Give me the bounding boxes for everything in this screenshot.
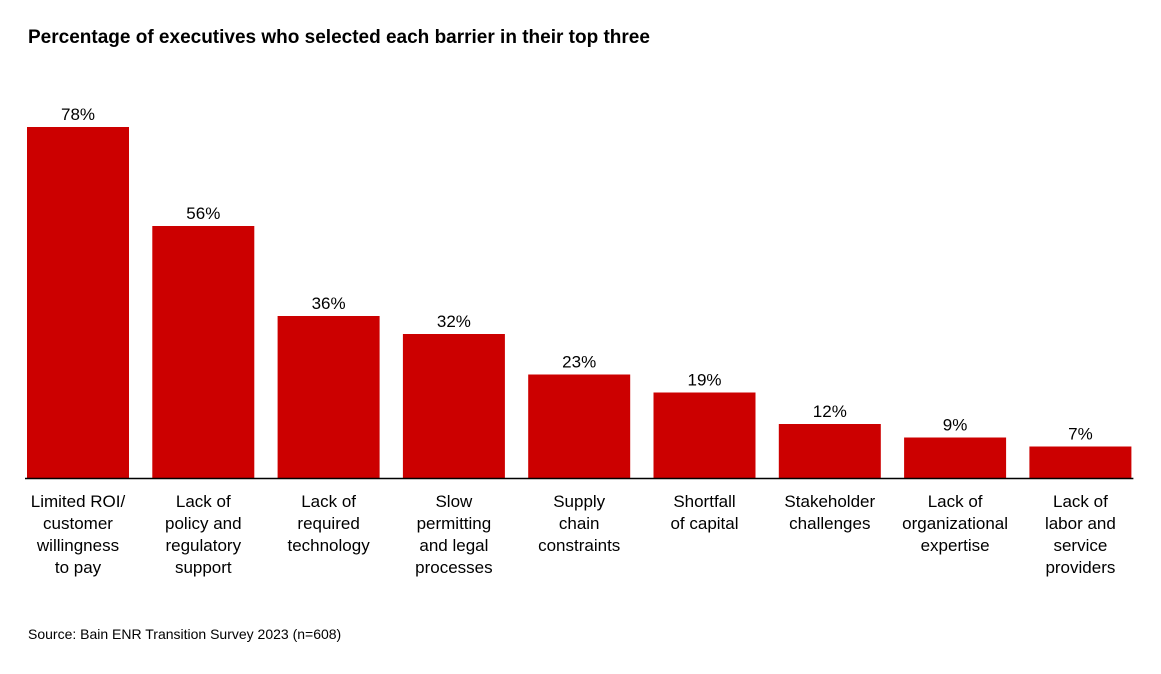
category-label-line: support [175,558,232,577]
category-label-line: permitting [417,514,492,533]
category-label-3: Lack of required technology [287,492,370,555]
category-label-line: Lack of [1053,492,1108,511]
category-label-line: Stakeholder [784,492,875,511]
bar-3 [277,316,380,478]
value-label-3: 36% [312,294,346,313]
category-label-line: Supply [553,492,605,511]
category-label-7: Stakeholder challenges [784,492,875,533]
category-label-line: providers [1045,558,1115,577]
category-label-line: required [297,514,359,533]
category-label-line: willingness [36,536,119,555]
category-label-line: Lack of [176,492,231,511]
value-label-2: 56% [186,204,220,223]
bar-2 [152,226,255,478]
category-label-line: service [1053,536,1107,555]
bar-1 [27,127,129,478]
category-labels-group: Limited ROI/customer willingness to pay Lac… [31,492,1116,577]
bar-7 [778,424,881,478]
bars-group [27,127,1132,478]
category-label-8: Lack of organizational expertise [902,492,1008,555]
value-label-4: 32% [437,312,471,331]
category-label-line: Shortfall [673,492,735,511]
value-labels-group: 78% 56% 36% 32% 23% 19% 12% 9% 7% [61,105,1093,444]
category-label-line: Lack of [301,492,356,511]
category-label-5: Supply chain constraints [538,492,620,555]
value-label-5: 23% [562,353,596,372]
category-label-line: Slow [435,492,473,511]
bar-5 [528,374,631,478]
chart-title: Percentage of executives who selected ea… [28,27,650,48]
category-label-4: Slow permitting and legal processes [415,492,492,577]
bar-8 [904,437,1007,478]
category-label-line: chain [559,514,600,533]
value-label-6: 19% [687,371,721,390]
category-label-line: to pay [55,558,102,577]
category-label-line: regulatory [165,536,241,555]
category-label-line: organizational [902,514,1008,533]
category-label-line: policy and [165,514,242,533]
source-note: Source: Bain ENR Transition Survey 2023 … [28,626,342,642]
category-label-1: Limited ROI/customer willingness to pay [31,492,126,577]
category-label-line: Lack of [928,492,983,511]
bar-4 [402,334,505,478]
value-label-8: 9% [943,416,968,435]
category-label-line: constraints [538,536,620,555]
bar-9 [1029,446,1132,478]
category-label-line: labor and [1045,514,1116,533]
value-label-9: 7% [1068,425,1093,444]
value-label-1: 78% [61,105,95,124]
category-label-2: Lack of policy and regulatory support [165,492,242,577]
category-label-line: Limited ROI/ [31,492,126,511]
category-label-line: processes [415,558,492,577]
category-label-line: and legal [419,536,488,555]
category-label-6: Shortfall of capital [670,492,738,533]
category-label-line: of capital [670,514,738,533]
category-label-line: technology [287,536,370,555]
bar-6 [653,392,756,478]
category-label-9: Lack of labor and service providers [1045,492,1116,577]
category-label-line: challenges [789,514,870,533]
value-label-7: 12% [813,402,847,421]
category-label-line: expertise [921,536,990,555]
category-label-line: customer [43,514,113,533]
